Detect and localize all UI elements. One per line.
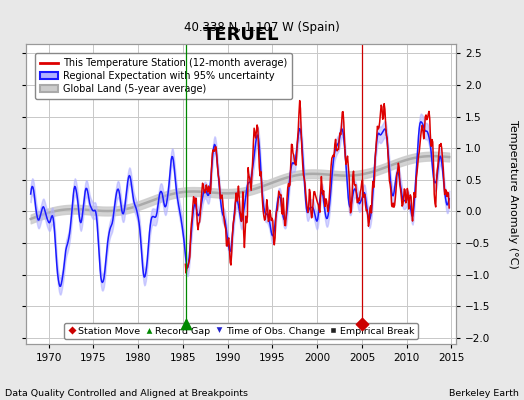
Point — [181, 320, 190, 327]
Text: Data Quality Controlled and Aligned at Breakpoints: Data Quality Controlled and Aligned at B… — [5, 389, 248, 398]
Legend: Station Move, Record Gap, Time of Obs. Change, Empirical Break: Station Move, Record Gap, Time of Obs. C… — [64, 323, 418, 339]
Text: Berkeley Earth: Berkeley Earth — [449, 389, 519, 398]
Y-axis label: Temperature Anomaly (°C): Temperature Anomaly (°C) — [508, 120, 518, 268]
Title: TERUEL: TERUEL — [203, 26, 279, 44]
Point — [358, 320, 366, 327]
Text: 40.338 N, 1.107 W (Spain): 40.338 N, 1.107 W (Spain) — [184, 21, 340, 34]
